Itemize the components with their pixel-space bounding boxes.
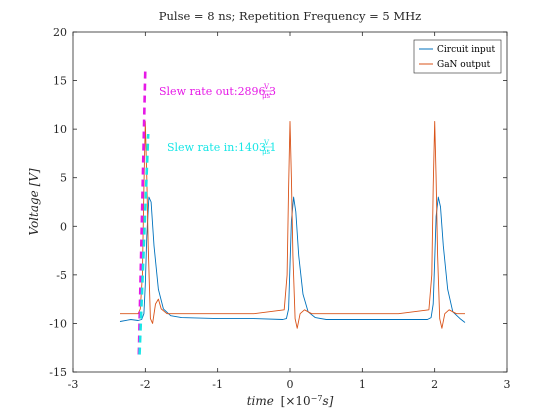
y-tick-label: 15	[53, 75, 67, 88]
y-tick-label: 0	[60, 220, 67, 233]
annotation-slew-in-unit-den: μs	[262, 148, 271, 156]
x-axis-title-tail: s]	[322, 394, 333, 408]
annotation-slew-out-unit-num: V	[263, 83, 270, 91]
y-axis-title: Voltage [V]	[27, 168, 41, 236]
x-tick-label: 0	[287, 378, 294, 391]
legend: Circuit input GaN output	[413, 39, 502, 74]
annotation-slew-out: Slew rate out:2896.3	[159, 85, 276, 98]
y-tick-label: 20	[53, 26, 67, 39]
annotation-slew-out-unit-den: μs	[262, 92, 271, 100]
annotation-slew-in-value: 1403.1	[238, 141, 277, 154]
x-tick-label: 1	[359, 378, 366, 391]
y-tick-label: -10	[49, 317, 67, 330]
plot-area	[72, 31, 508, 373]
x-tick-label: 3	[504, 378, 511, 391]
y-tick-label: 5	[60, 172, 67, 185]
annotation-slew-out-value: 2896.3	[238, 85, 277, 98]
annotation-slew-out-prefix: Slew rate out:	[159, 85, 238, 98]
series-line-gan-output	[120, 120, 465, 329]
x-axis-title: time [×10−7s]	[247, 394, 334, 408]
x-tick-label: 2	[431, 378, 438, 391]
x-axis-title-var: time	[247, 394, 274, 408]
annotation-slew-in: Slew rate in:1403.1	[167, 141, 277, 154]
slew-layer	[137, 67, 150, 355]
x-tick-label: -1	[212, 378, 223, 391]
x-axis-title-unit: [×10	[281, 394, 311, 408]
series-layer	[119, 120, 466, 329]
slew-line-in	[138, 133, 150, 355]
y-tick-label: -5	[56, 269, 67, 282]
x-tick-label: -3	[68, 378, 79, 391]
legend-box	[413, 39, 502, 74]
chart-title: Pulse = 8 ns; Repetition Frequency = 5 M…	[159, 9, 421, 23]
y-tick-label: -15	[49, 366, 67, 379]
annotation-slew-in-prefix: Slew rate in:	[167, 141, 238, 154]
annotation-slew-in-unit-num: V	[263, 139, 270, 147]
legend-label-circuit-input: Circuit input	[437, 45, 495, 55]
x-tick-label: -2	[140, 378, 151, 391]
y-tick-label: 10	[53, 123, 67, 136]
legend-label-gan-output: GaN output	[437, 60, 491, 70]
x-axis-title-exp: −7	[311, 394, 323, 403]
